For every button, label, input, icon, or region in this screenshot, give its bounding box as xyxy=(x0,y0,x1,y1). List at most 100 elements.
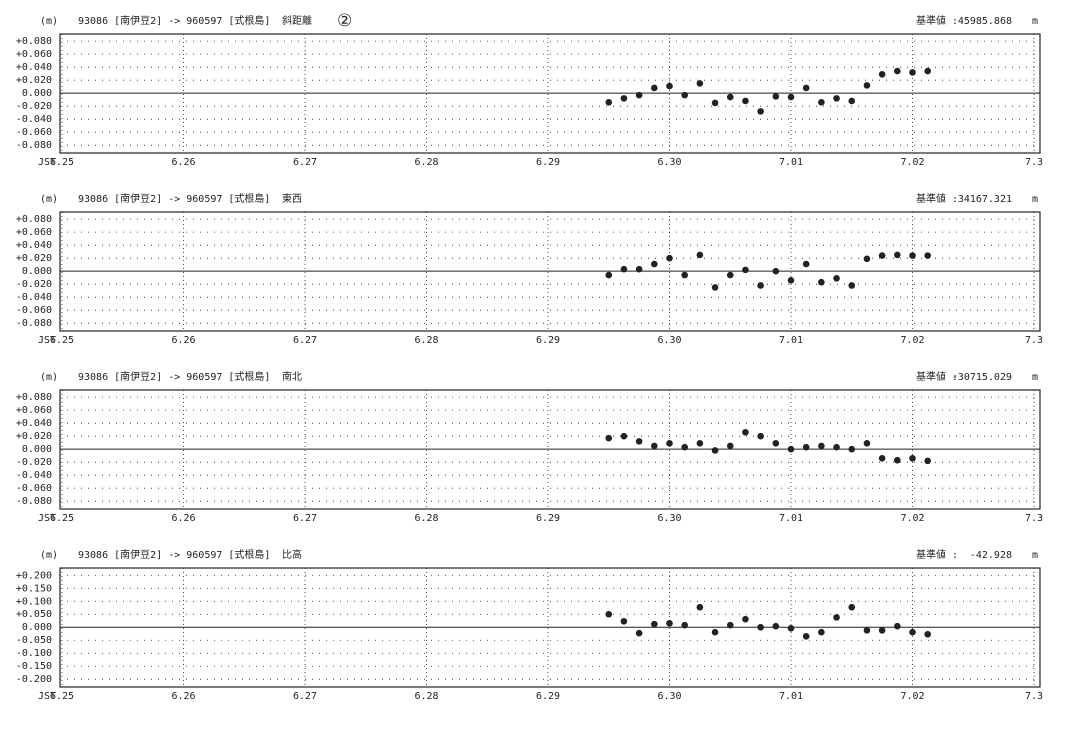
data-point xyxy=(863,82,871,89)
x-tick-label: 6.30 xyxy=(657,513,681,524)
data-point xyxy=(787,276,795,284)
x-tick-label: 7.01 xyxy=(779,513,803,524)
data-point xyxy=(924,67,931,75)
x-tick-label: 6.26 xyxy=(171,691,195,702)
data-point xyxy=(909,252,916,259)
reference-label: 基準値 : xyxy=(916,192,958,205)
data-point xyxy=(635,438,643,445)
data-point xyxy=(666,254,673,262)
data-point xyxy=(651,620,658,628)
x-tick-label: 7.02 xyxy=(900,513,924,524)
data-point xyxy=(802,260,810,268)
data-point xyxy=(757,108,764,115)
data-point xyxy=(711,99,719,107)
station-pair: 93086 [南伊豆2] -> 960597 [式根島] xyxy=(78,192,270,205)
x-tick-label: 7.3 xyxy=(1025,157,1043,168)
x-tick-label: 6.27 xyxy=(293,691,317,702)
unit-label: (m) xyxy=(40,372,58,383)
data-point xyxy=(635,91,643,99)
data-point xyxy=(818,442,825,450)
y-tick-label: +0.100 xyxy=(16,596,52,607)
station-pair: 93086 [南伊豆2] -> 960597 [式根島] xyxy=(78,14,270,27)
x-tick-label: 7.3 xyxy=(1025,335,1043,346)
y-tick-label: 0.000 xyxy=(22,444,52,455)
data-point xyxy=(651,260,658,268)
data-point xyxy=(681,621,688,629)
station-pair: 93086 [南伊豆2] -> 960597 [式根島] xyxy=(78,548,270,561)
data-point xyxy=(726,93,734,101)
data-point xyxy=(620,432,628,440)
y-tick-label: -0.100 xyxy=(16,648,52,659)
x-tick-label: 6.25 xyxy=(50,157,74,168)
data-point xyxy=(772,440,780,447)
data-point xyxy=(681,443,688,451)
x-tick-label: 6.29 xyxy=(536,691,560,702)
data-point xyxy=(666,440,673,447)
data-point xyxy=(878,627,886,634)
y-tick-label: +0.040 xyxy=(16,418,52,429)
x-tick-label: 6.28 xyxy=(414,157,438,168)
x-tick-label: 6.30 xyxy=(657,157,681,168)
reference-unit: m xyxy=(1032,194,1038,205)
reference-unit: m xyxy=(1032,16,1038,27)
y-tick-label: -0.060 xyxy=(16,305,52,316)
reference-label: 基準値 : xyxy=(916,548,958,561)
x-tick-label: 6.25 xyxy=(50,513,74,524)
x-tick-label: 6.30 xyxy=(657,691,681,702)
y-tick-label: -0.020 xyxy=(16,279,52,290)
x-tick-label: 6.29 xyxy=(536,513,560,524)
data-point xyxy=(666,620,673,627)
component-label: 南北 xyxy=(282,370,302,383)
data-point xyxy=(681,271,688,279)
y-tick-label: -0.020 xyxy=(16,101,52,112)
data-point xyxy=(605,434,613,442)
data-point xyxy=(894,67,901,75)
data-point xyxy=(666,82,673,90)
data-point xyxy=(757,282,764,289)
y-tick-label: -0.060 xyxy=(16,483,52,494)
data-point xyxy=(772,93,780,100)
data-point xyxy=(818,628,825,636)
y-tick-label: +0.020 xyxy=(16,253,52,264)
y-tick-label: -0.150 xyxy=(16,661,52,672)
data-point xyxy=(620,95,628,102)
data-point xyxy=(833,443,840,451)
data-point xyxy=(848,282,856,289)
y-tick-label: +0.050 xyxy=(16,609,52,620)
data-point xyxy=(878,71,886,78)
x-tick-label: 6.26 xyxy=(171,513,195,524)
y-tick-label: +0.060 xyxy=(16,405,52,416)
reference-value: -30715.029 xyxy=(952,372,1012,383)
data-point xyxy=(878,252,886,259)
data-point xyxy=(772,622,780,630)
data-point xyxy=(909,628,916,636)
y-tick-label: -0.040 xyxy=(16,470,52,481)
y-tick-label: +0.060 xyxy=(16,49,52,60)
data-point xyxy=(848,97,856,105)
data-point xyxy=(742,428,749,436)
data-point xyxy=(620,617,628,625)
data-point xyxy=(742,615,749,623)
data-point xyxy=(696,603,704,611)
x-tick-label: 6.28 xyxy=(414,691,438,702)
data-point xyxy=(726,621,734,629)
component-label: 東西 xyxy=(282,192,302,205)
reference-unit: m xyxy=(1032,372,1038,383)
data-point xyxy=(651,442,658,450)
y-tick-label: -0.060 xyxy=(16,127,52,138)
annotation: ② xyxy=(337,11,352,31)
x-tick-label: 6.27 xyxy=(293,157,317,168)
y-tick-label: -0.080 xyxy=(16,496,52,507)
data-point xyxy=(863,255,871,263)
data-point xyxy=(909,69,916,76)
x-tick-label: 7.01 xyxy=(779,691,803,702)
unit-label: (m) xyxy=(40,194,58,205)
y-tick-label: 0.000 xyxy=(22,88,52,99)
data-point xyxy=(848,603,856,611)
x-axis-label: JST xyxy=(38,513,56,524)
y-tick-label: -0.040 xyxy=(16,292,52,303)
y-tick-label: -0.050 xyxy=(16,635,52,646)
y-tick-label: -0.040 xyxy=(16,114,52,125)
data-point xyxy=(696,251,704,259)
